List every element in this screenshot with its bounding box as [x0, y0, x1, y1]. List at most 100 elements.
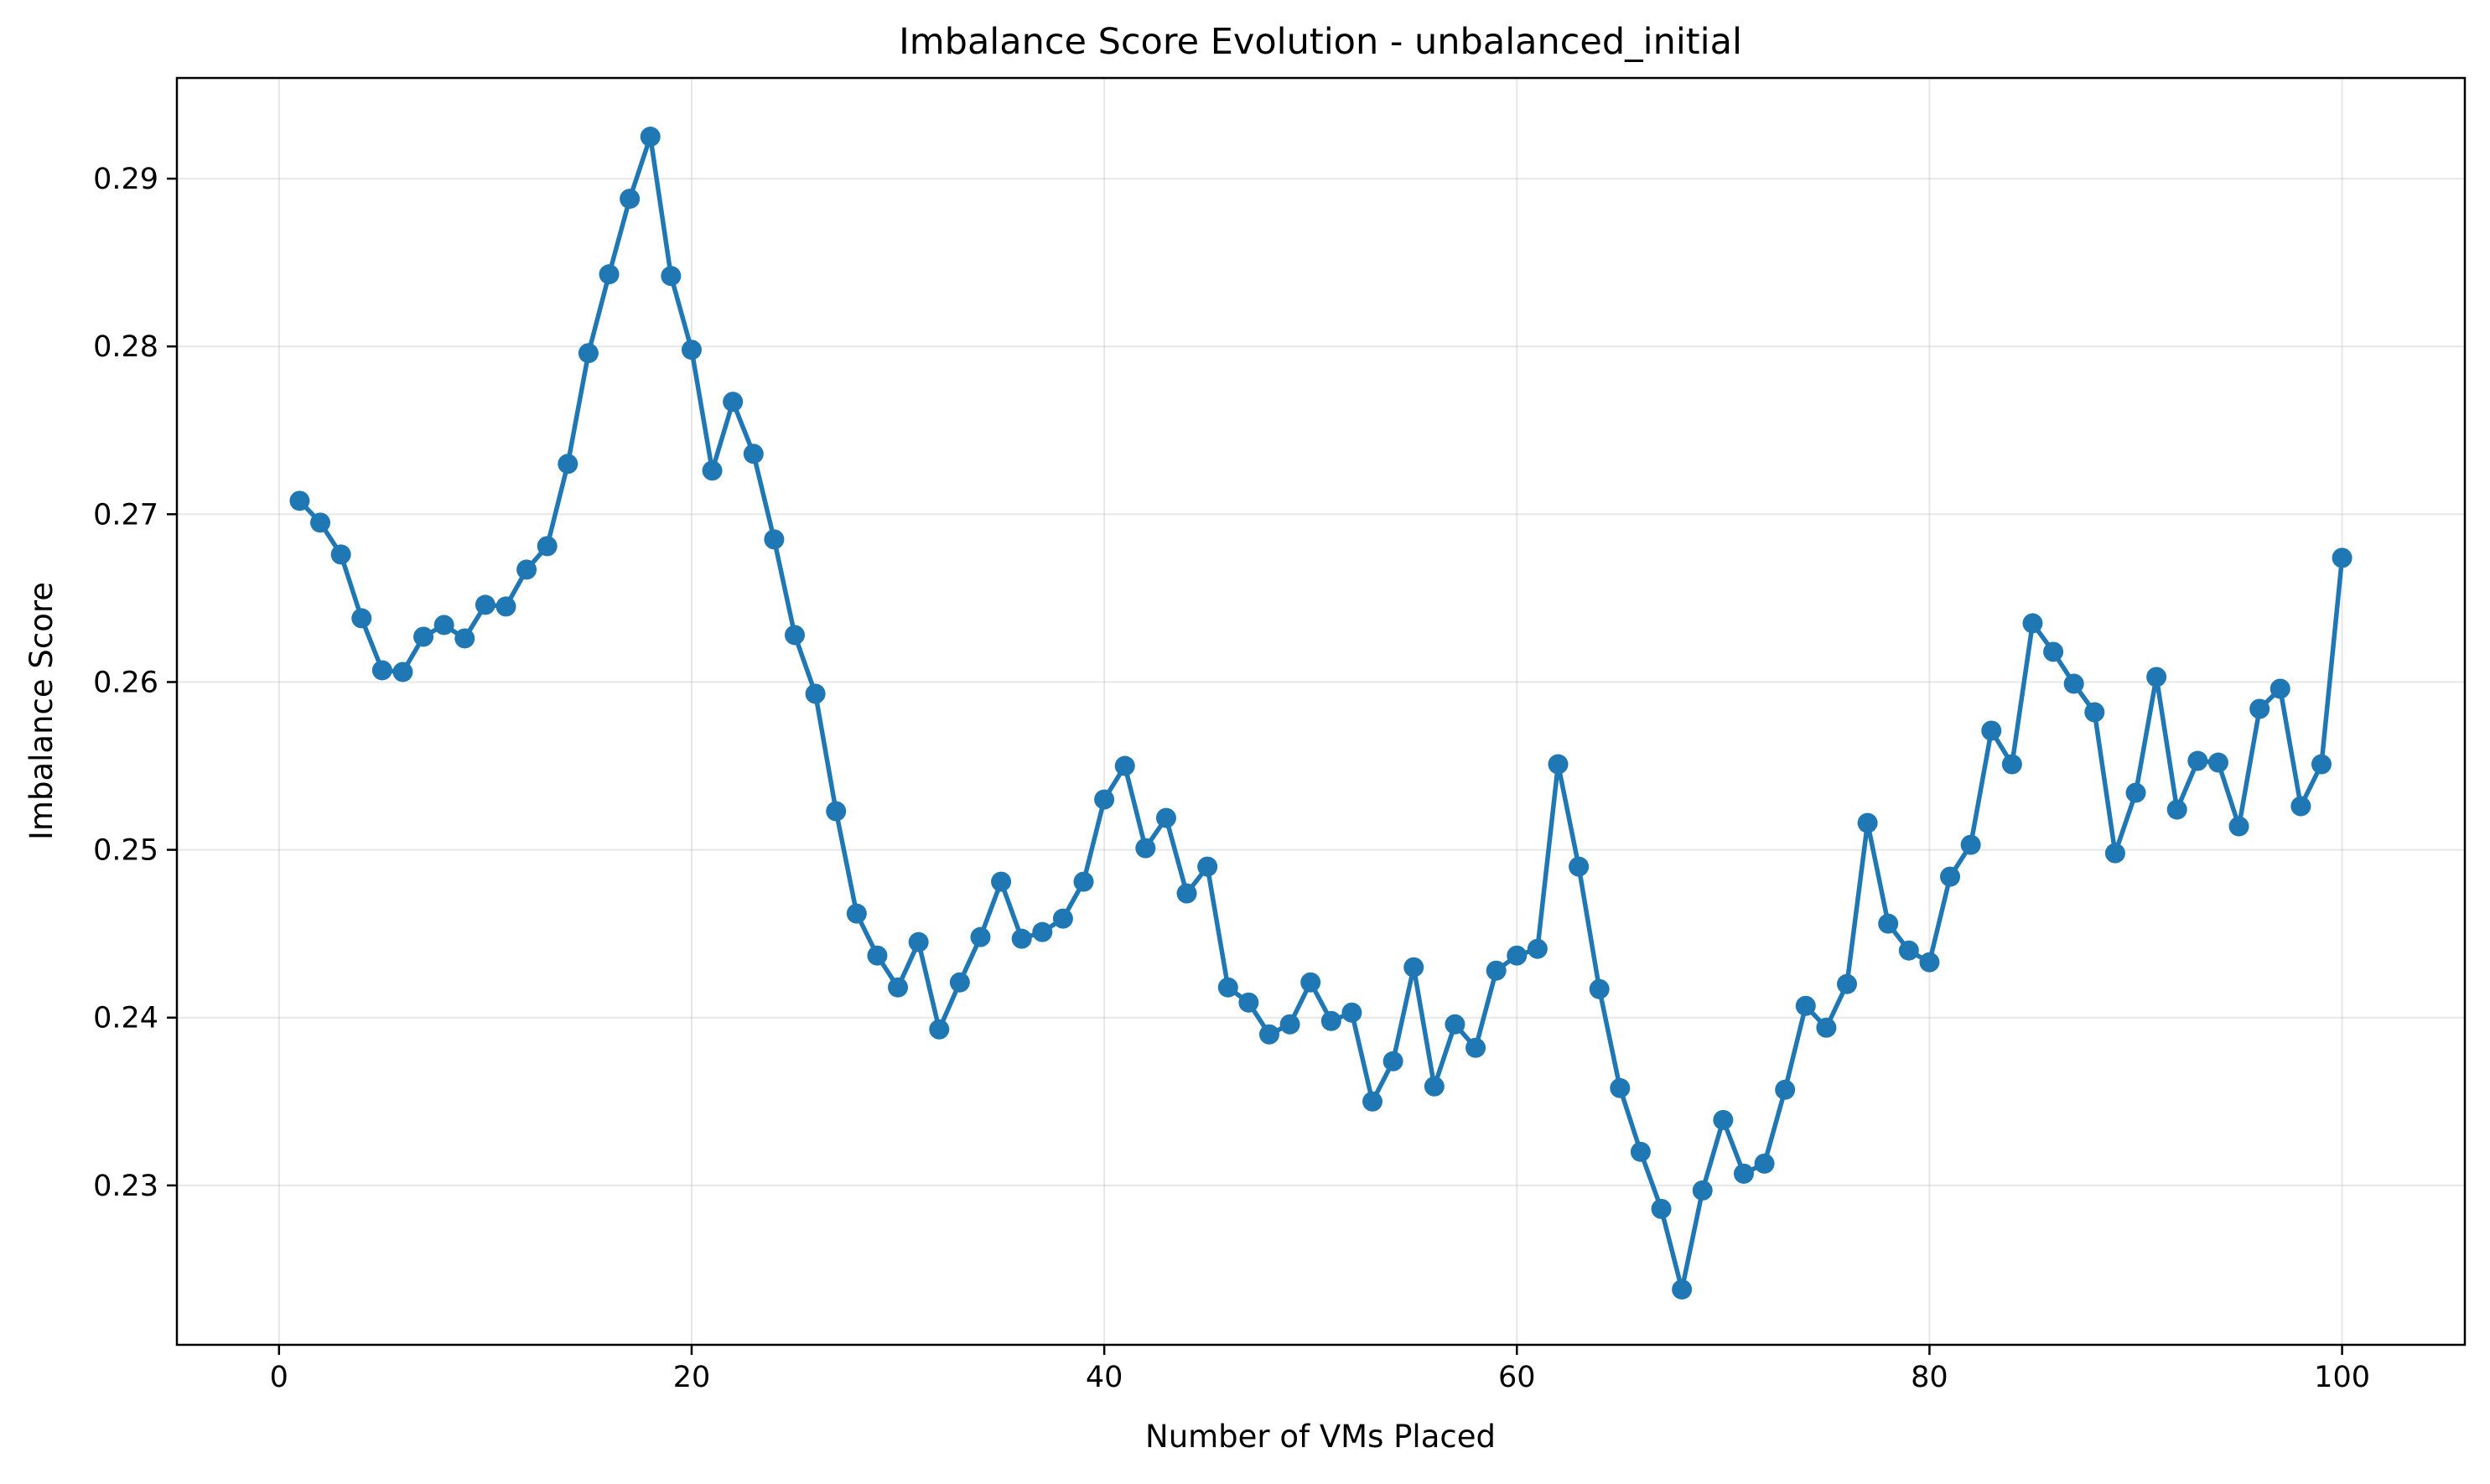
data-point	[1713, 1109, 1734, 1130]
data-point	[1135, 838, 1156, 859]
data-point	[2270, 678, 2290, 699]
data-point	[433, 615, 454, 636]
data-point	[2166, 799, 2187, 820]
x-axis-label: Number of VMs Placed	[1145, 1419, 1496, 1455]
data-point	[1465, 1037, 1486, 1058]
data-point	[764, 529, 785, 550]
data-point	[970, 926, 991, 947]
data-point	[1569, 856, 1590, 877]
data-point	[371, 660, 392, 681]
data-point	[2146, 667, 2167, 688]
x-tick-label: 0	[270, 1361, 288, 1394]
data-point	[2001, 754, 2022, 775]
data-point	[702, 460, 723, 481]
data-point	[1816, 1017, 1837, 1038]
data-point	[2104, 843, 2125, 864]
data-point	[2022, 613, 2043, 634]
data-point	[289, 490, 310, 511]
data-point	[1176, 883, 1197, 904]
data-point	[558, 454, 578, 475]
data-point	[1032, 921, 1053, 942]
x-tick-label: 20	[673, 1361, 711, 1394]
tick-layer: 0 20 40 60 80 100 0.23 0.24 0.25 0.26 0.27 0.28 0.29	[93, 163, 2370, 1394]
data-point	[1279, 1014, 1300, 1035]
data-point	[1981, 720, 2002, 741]
data-point	[1341, 1002, 1362, 1023]
data-point	[1960, 834, 1981, 855]
data-point	[785, 625, 805, 646]
data-point	[1651, 1198, 1672, 1219]
series-layer	[289, 127, 2353, 1300]
data-point	[1919, 952, 1940, 973]
data-point	[1733, 1163, 1754, 1184]
data-point	[1073, 871, 1094, 892]
data-point	[1630, 1141, 1651, 1162]
data-point	[949, 972, 970, 993]
data-point	[1300, 972, 1321, 993]
data-point	[1692, 1180, 1713, 1201]
data-point	[516, 559, 537, 580]
data-point	[1672, 1279, 1693, 1300]
data-point	[1589, 978, 1610, 999]
data-point	[1507, 945, 1528, 966]
data-point	[2207, 752, 2228, 773]
x-tick-label: 80	[1911, 1361, 1948, 1394]
y-tick-label: 0.28	[93, 330, 158, 364]
data-point	[991, 871, 1012, 892]
data-point	[475, 594, 495, 615]
data-point	[2187, 750, 2208, 771]
data-point	[413, 626, 434, 647]
data-point	[1898, 940, 1919, 961]
data-point	[661, 266, 682, 287]
data-point	[1197, 856, 1218, 877]
data-point	[2228, 816, 2249, 837]
data-point	[1857, 812, 1878, 833]
data-point	[1548, 754, 1569, 775]
data-point	[1878, 913, 1899, 934]
data-point	[1445, 1014, 1465, 1035]
data-point	[2125, 782, 2146, 803]
data-point	[1052, 908, 1073, 929]
data-point	[1114, 755, 1135, 776]
data-point	[1238, 992, 1259, 1013]
data-point	[826, 801, 847, 822]
data-point	[1610, 1077, 1631, 1098]
data-point	[1362, 1091, 1383, 1112]
data-point	[681, 340, 702, 361]
y-tick-label: 0.27	[93, 498, 158, 532]
series-line	[297, 134, 2345, 1292]
data-point	[1486, 960, 1507, 981]
data-point	[330, 544, 351, 565]
data-point	[1320, 1010, 1341, 1031]
data-point	[1527, 938, 1548, 959]
data-point	[2084, 702, 2105, 723]
data-point	[867, 945, 888, 966]
chart-title: Imbalance Score Evolution - unbalanced_i…	[899, 21, 1742, 63]
data-point	[2249, 698, 2270, 719]
y-tick-label: 0.26	[93, 666, 158, 699]
data-point	[2063, 673, 2084, 694]
data-point	[1775, 1079, 1796, 1100]
data-point	[1754, 1153, 1775, 1174]
x-tick-label: 100	[2314, 1361, 2370, 1394]
data-point	[640, 127, 661, 148]
data-point	[599, 264, 620, 285]
data-point	[537, 536, 558, 557]
data-point	[908, 931, 929, 952]
data-point	[310, 512, 331, 533]
data-point	[578, 343, 599, 364]
data-point	[888, 977, 909, 998]
data-point	[392, 662, 413, 682]
data-point	[1940, 866, 1961, 887]
data-point	[1011, 928, 1032, 949]
data-point	[1424, 1076, 1445, 1097]
data-point	[1382, 1051, 1403, 1071]
data-point	[2290, 796, 2311, 817]
data-point	[454, 628, 475, 649]
data-point	[1217, 977, 1238, 998]
data-point	[351, 608, 372, 629]
data-point	[846, 903, 867, 924]
